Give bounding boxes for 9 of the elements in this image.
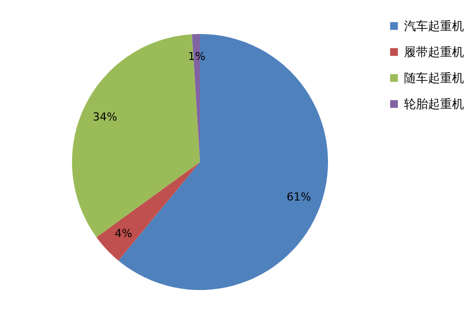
legend-label: 汽车起重机 bbox=[404, 19, 464, 33]
legend-label: 轮胎起重机 bbox=[404, 97, 464, 111]
data-label: 1% bbox=[188, 50, 206, 64]
data-label: 4% bbox=[114, 226, 132, 240]
legend-label: 履带起重机 bbox=[404, 45, 464, 59]
data-label: 34% bbox=[92, 110, 118, 124]
pie-slice bbox=[96, 162, 200, 261]
legend-label: 随车起重机 bbox=[404, 71, 464, 85]
data-label: 61% bbox=[286, 190, 312, 204]
